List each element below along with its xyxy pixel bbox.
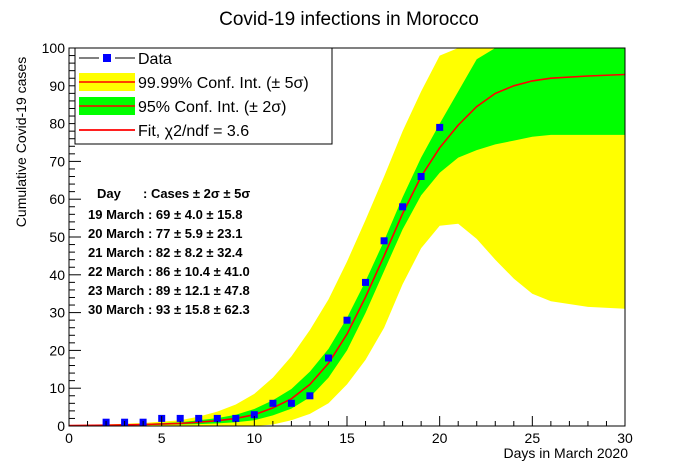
x-tick-label: 30: [617, 430, 633, 446]
annotation-row: 20 March : 77 ± 5.9 ± 23.1: [88, 226, 242, 241]
data-point: [306, 392, 314, 400]
x-tick-label: 20: [432, 430, 448, 446]
x-tick-label: 25: [525, 430, 541, 446]
y-tick-label: 80: [49, 116, 65, 132]
annotation-row: 19 March : 69 ± 4.0 ± 15.8: [88, 207, 242, 222]
legend: Data 99.99% Conf. Int. (± 5σ) 95% Conf. In…: [74, 47, 333, 145]
legend-box: [74, 47, 333, 145]
x-tick-label: 5: [158, 430, 166, 446]
x-tick-label: 0: [65, 430, 73, 446]
y-tick-label: 0: [57, 418, 65, 434]
annotation-row: 21 March : 82 ± 8.2 ± 32.4: [88, 245, 243, 260]
legend-swatch-data: [103, 54, 111, 62]
y-tick-label: 40: [49, 267, 65, 283]
legend-label: 99.99% Conf. Int. (± 5σ): [138, 75, 309, 92]
data-point: [362, 278, 369, 286]
annotation-row: 30 March : 93 ± 15.8 ± 62.3: [88, 302, 250, 317]
y-tick-label: 20: [49, 342, 65, 358]
legend-label: Fit, χ2/ndf = 3.6: [138, 123, 249, 140]
data-point: [176, 414, 184, 422]
annotation-table: Day : Cases ± 2σ ± 5σ 19 March : 69 ± 4.…: [88, 186, 250, 317]
data-point: [436, 123, 444, 131]
legend-label: 95% Conf. Int. (± 2σ): [138, 99, 287, 116]
y-tick-label: 60: [49, 191, 65, 207]
x-axis-label: Days in March 2020: [503, 445, 628, 461]
axes: 0 5 10 15 20 25 30 0 10 20 30 40 50 60 70 80 90 100: [42, 40, 633, 446]
legend-items: Data 99.99% Conf. Int. (± 5σ) 95% Conf. In…: [79, 51, 309, 140]
chart-title: Covid-19 infections in Morocco: [219, 9, 479, 30]
y-tick-label: 90: [49, 78, 65, 94]
fit-line: [69, 73, 625, 426]
data-point: [399, 203, 407, 211]
y-tick-label: 100: [42, 40, 66, 56]
y-tick-label: 70: [49, 153, 65, 169]
data-point: [213, 414, 221, 422]
data-point: [417, 173, 425, 180]
data-point: [232, 414, 240, 422]
x-tick-label: 15: [339, 430, 355, 446]
data-point: [380, 237, 388, 245]
annotation-header-cases: : Cases ± 2σ ± 5σ: [143, 186, 250, 201]
annotation-row: 22 March : 86 ± 10.4 ± 41.0: [88, 264, 250, 279]
data-point: [269, 399, 277, 407]
annotation-header-day: Day: [97, 186, 122, 201]
y-tick-label: 10: [49, 380, 65, 396]
legend-label: Data: [138, 51, 172, 68]
data-point: [195, 414, 203, 422]
annotation-row: 23 March : 89 ± 12.1 ± 47.8: [88, 283, 250, 298]
data-point: [343, 316, 351, 324]
data-point: [325, 354, 332, 362]
band-2-sigma: [69, 48, 625, 426]
data-point: [250, 411, 258, 419]
y-axis-label: Cumulative Covid-19 cases: [13, 57, 29, 227]
x-tick-label: 10: [247, 430, 263, 446]
data-point: [287, 399, 295, 407]
y-tick-label: 50: [49, 229, 65, 245]
y-tick-label: 30: [49, 305, 65, 321]
